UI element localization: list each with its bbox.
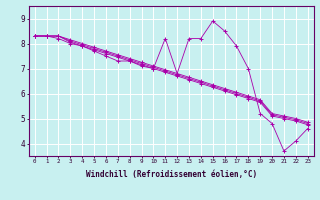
- X-axis label: Windchill (Refroidissement éolien,°C): Windchill (Refroidissement éolien,°C): [86, 170, 257, 179]
